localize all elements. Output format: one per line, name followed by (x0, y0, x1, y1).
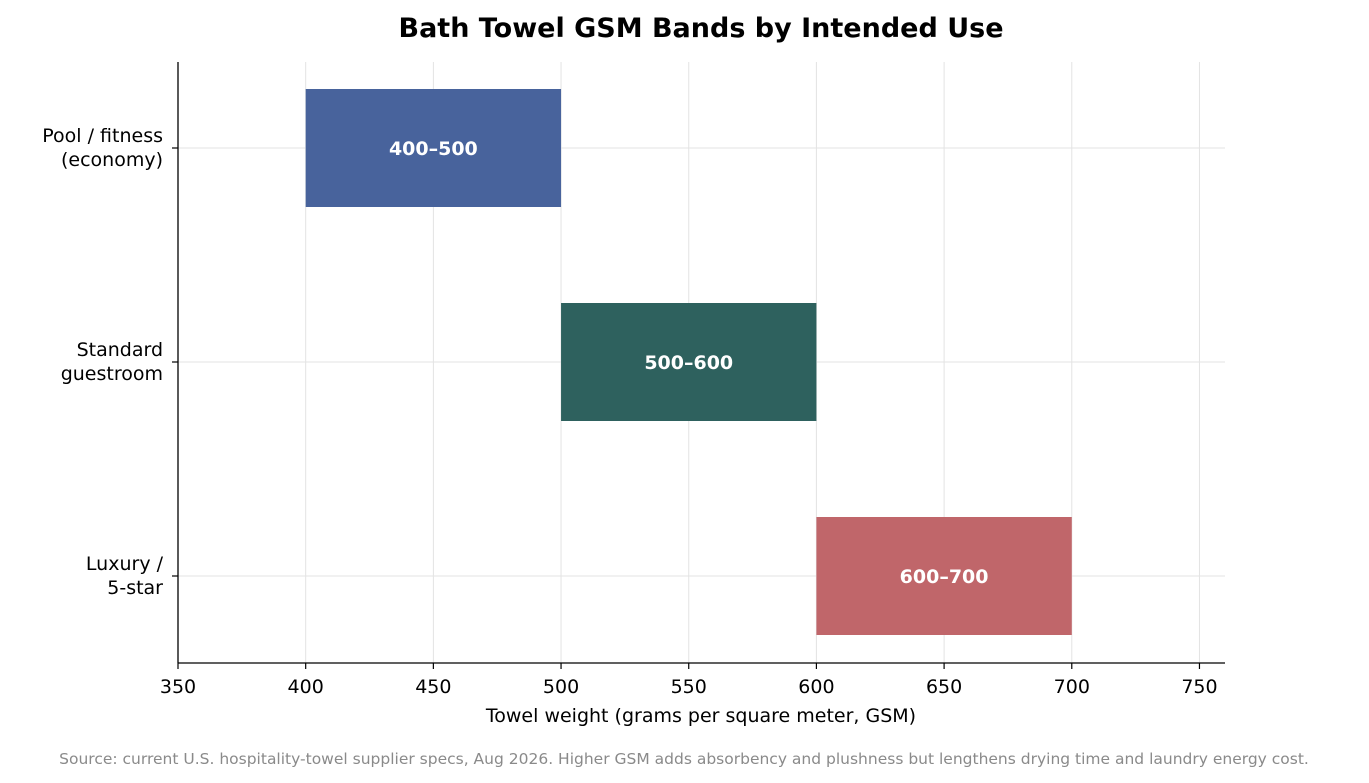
chart-title: Bath Towel GSM Bands by Intended Use (398, 13, 1003, 44)
x-tick-label: 500 (543, 676, 579, 698)
bar-value-label: 400–500 (389, 138, 478, 160)
range-bar (816, 517, 1072, 635)
y-tick-label-line: Pool / fitness (42, 125, 163, 147)
range-bars: 400–500 500–600 600–700 (305, 89, 1072, 635)
range-bar (561, 303, 817, 421)
y-tick-label-line: 5-star (107, 577, 163, 599)
y-axis-ticks: Pool / fitness (economy) Standard guestroom… (42, 125, 178, 599)
x-axis-label: Towel weight (grams per square meter, GS… (485, 705, 916, 727)
x-axis-ticks: 350 400 450 500 550 600 650 700 750 (160, 663, 1218, 698)
x-tick-label: 350 (160, 676, 196, 698)
y-tick-label: Standard guestroom (61, 339, 163, 385)
x-tick-label: 400 (288, 676, 324, 698)
x-tick-label: 700 (1054, 676, 1090, 698)
y-tick-label-line: Luxury / (86, 553, 164, 575)
y-tick-label-line: (economy) (61, 149, 163, 171)
x-tick-label: 550 (671, 676, 707, 698)
bar-value-label: 500–600 (644, 352, 733, 374)
x-tick-label: 450 (415, 676, 451, 698)
y-tick-label: Luxury /5-star (86, 553, 164, 599)
x-tick-label: 600 (798, 676, 834, 698)
range-bar (305, 89, 562, 207)
y-tick-label-line: Standard (77, 339, 163, 361)
bar-value-label: 600–700 (900, 566, 989, 588)
y-tick-label: Pool / fitness (economy) (42, 125, 163, 171)
x-tick-label: 650 (926, 676, 962, 698)
x-tick-label: 750 (1181, 676, 1217, 698)
y-tick-label-line: guestroom (61, 363, 163, 385)
source-note: Source: current U.S. hospitality-towel s… (59, 750, 1309, 768)
